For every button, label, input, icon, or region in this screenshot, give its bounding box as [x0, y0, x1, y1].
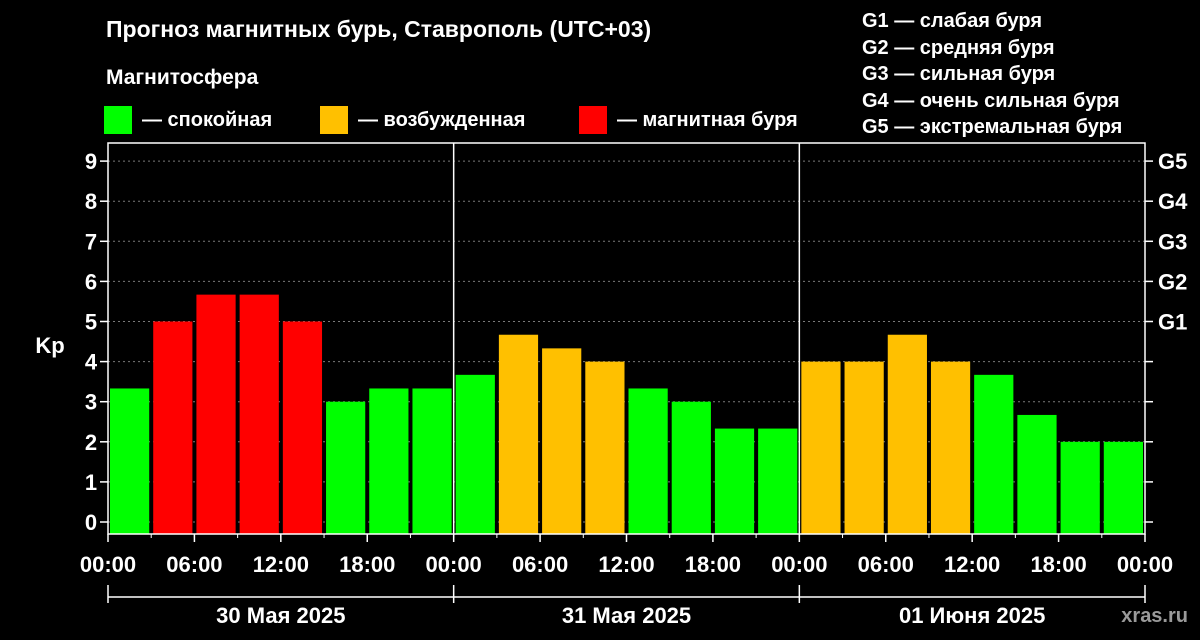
y-tick-label: 3 [85, 390, 97, 415]
kp-bar-calm [412, 388, 452, 534]
kp-bar-storm [239, 294, 279, 534]
x-tick-label: 12:00 [253, 552, 309, 577]
kp-bar-calm [671, 401, 711, 534]
x-tick-label: 06:00 [512, 552, 568, 577]
x-tick-label: 00:00 [426, 552, 482, 577]
x-tick-label: 18:00 [1030, 552, 1086, 577]
kp-bar-active [887, 334, 927, 534]
day-label: 30 Мая 2025 [216, 603, 345, 628]
y-tick-label: 8 [85, 189, 97, 214]
kp-bar-active [801, 361, 841, 534]
g-level-legend: G1 — слабая буря G2 — средняя буря G3 — … [862, 8, 1122, 141]
y-tick-label: 6 [85, 269, 97, 294]
x-tick-label: 00:00 [80, 552, 136, 577]
kp-bar-storm [282, 321, 323, 534]
watermark: xras.ru [1121, 605, 1188, 627]
legend-item-calm: — спокойная [104, 106, 272, 134]
g-axis-label: G5 [1158, 149, 1187, 174]
kp-bar-calm [110, 388, 150, 534]
y-tick-label: 4 [85, 350, 98, 375]
y-tick-label: 0 [85, 510, 97, 535]
g-axis-label: G2 [1158, 269, 1187, 294]
y-axis-label: Kp [35, 333, 64, 358]
legend-item-storm: — магнитная буря [579, 106, 798, 134]
legend-swatch-storm [579, 106, 607, 134]
g-level-g2: G2 — средняя буря [862, 36, 1055, 59]
kp-bar-calm [1103, 441, 1143, 534]
kp-bar-calm [758, 428, 798, 534]
g-level-g3: G3 — сильная буря [862, 63, 1056, 85]
y-tick-label: 2 [85, 430, 97, 455]
kp-bar-calm [974, 374, 1014, 534]
g-axis-label: G1 [1158, 310, 1187, 335]
legend-label-active: — возбужденная [358, 108, 526, 131]
g-axis-label: G3 [1158, 229, 1187, 254]
legend-item-active: — возбужденная [320, 106, 525, 134]
kp-bar-storm [196, 294, 236, 534]
g-level-g5: G5 — экстремальная буря [862, 116, 1123, 138]
x-tick-label: 18:00 [685, 552, 741, 577]
x-tick-label: 00:00 [1117, 552, 1173, 577]
kp-bar-calm [455, 374, 495, 534]
y-tick-label: 7 [85, 229, 97, 254]
y-tick-label: 9 [85, 149, 97, 174]
x-tick-label: 12:00 [944, 552, 1000, 577]
kp-bar-active [542, 348, 582, 534]
kp-bar-active [585, 361, 625, 534]
day-label: 31 Мая 2025 [562, 603, 691, 628]
kp-bar-storm [153, 321, 193, 534]
legend-swatch-active [320, 106, 348, 134]
g-level-g1: G1 — слабая буря [862, 10, 1043, 32]
legend-label-storm: — магнитная буря [617, 108, 798, 131]
y-tick-label: 5 [85, 310, 97, 335]
x-tick-label: 00:00 [771, 552, 827, 577]
kp-bar-calm [628, 388, 668, 534]
y-tick-label: 1 [85, 470, 97, 495]
kp-bar-active [844, 361, 884, 534]
legend-swatch-calm [104, 106, 132, 134]
chart-title: Прогноз магнитных бурь, Ставрополь (UTC+… [106, 16, 652, 42]
x-tick-label: 12:00 [598, 552, 654, 577]
kp-bar-calm [1060, 441, 1100, 534]
g-level-g4: G4 — очень сильная буря [862, 89, 1120, 112]
kp-bar-active [498, 334, 539, 534]
kp-bar-calm [1017, 414, 1057, 534]
legend-title: Магнитосфера [106, 66, 259, 89]
x-tick-label: 18:00 [339, 552, 395, 577]
x-tick-label: 06:00 [166, 552, 222, 577]
kp-bar-calm [714, 428, 755, 534]
legend-label-calm: — спокойная [142, 108, 273, 131]
kp-bar-calm [369, 388, 409, 534]
day-label: 01 Июня 2025 [899, 603, 1045, 628]
x-tick-label: 06:00 [858, 552, 914, 577]
kp-bar-active [930, 361, 971, 534]
g-axis-label: G4 [1158, 189, 1188, 214]
kp-bar-calm [326, 401, 366, 534]
